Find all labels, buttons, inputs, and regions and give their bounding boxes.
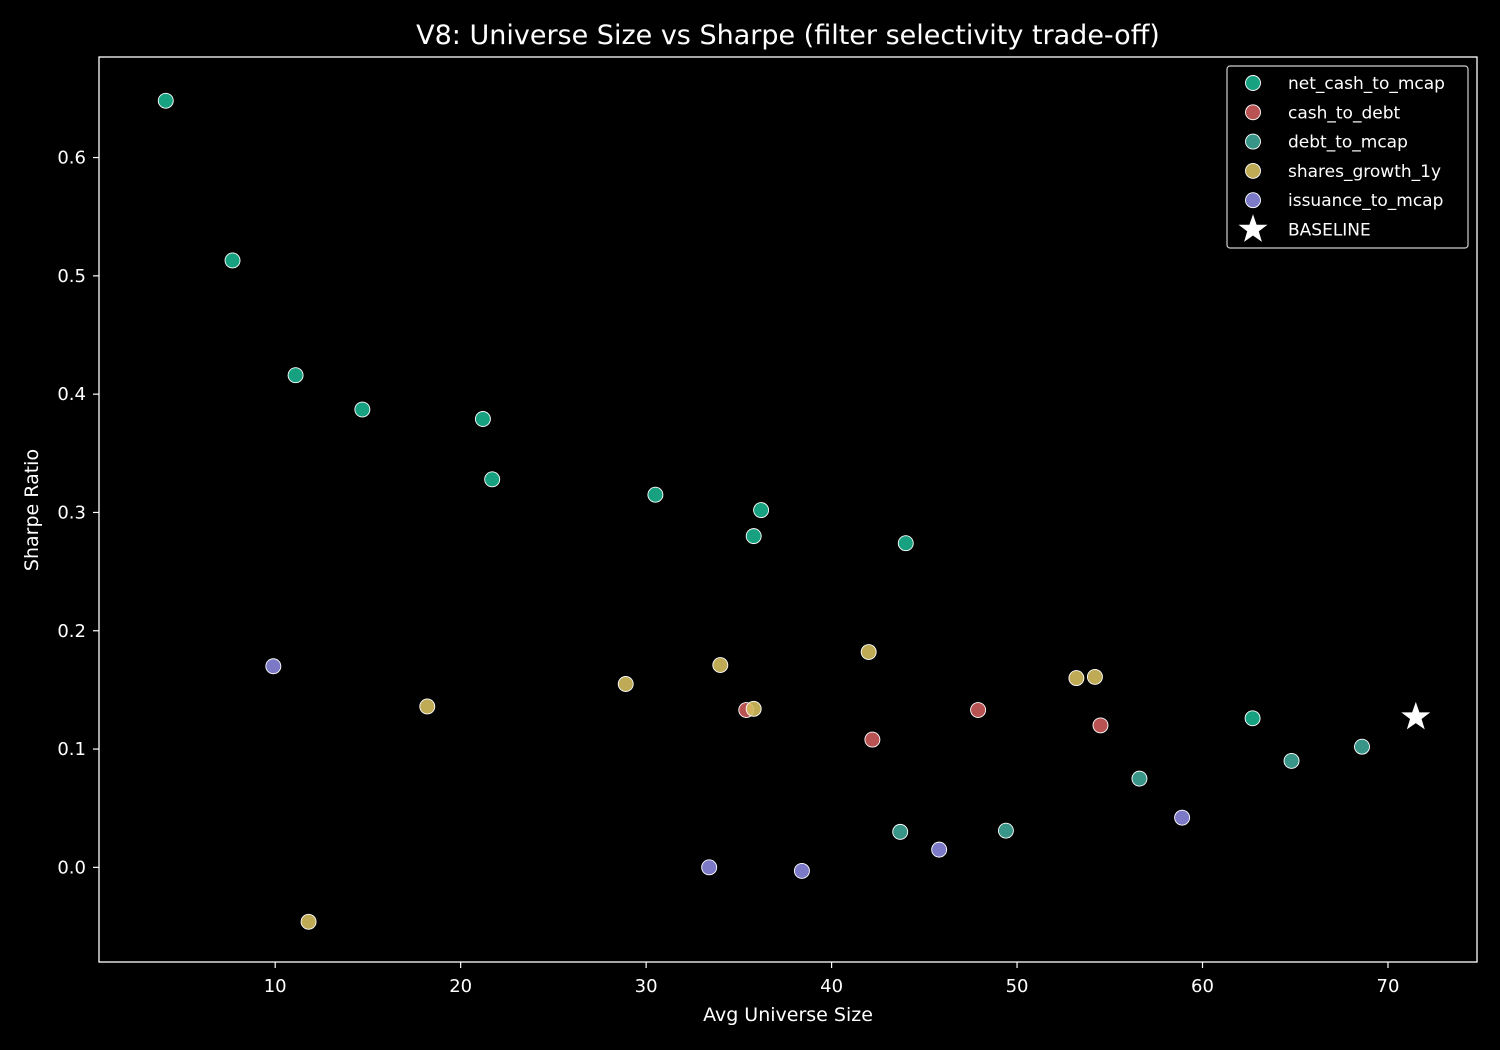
point-shares-growth-1y <box>617 676 634 692</box>
point-shares-growth-1y <box>745 700 762 717</box>
point-issuance-to-mcap <box>931 841 948 858</box>
y-tick-label: 0.0 <box>57 857 86 878</box>
x-tick-label: 20 <box>449 976 472 997</box>
y-tick-label: 0.1 <box>57 739 86 760</box>
legend-label-net-cash-to-mcap: net_cash_to_mcap <box>1288 74 1445 94</box>
legend-label-baseline: BASELINE <box>1288 221 1371 241</box>
legend: net_cash_to_mcap cash_to_debt debt_to_mcap… <box>1226 65 1469 249</box>
legend-label-debt-to-mcap: debt_to_mcap <box>1288 133 1408 153</box>
x-axis-label: Avg Universe Size <box>703 1004 873 1026</box>
point-net-cash-to-mcap <box>287 367 304 384</box>
point-cash-to-debt <box>864 731 881 748</box>
point-shares-growth-1y <box>1086 668 1103 685</box>
point-issuance-to-mcap <box>701 859 718 876</box>
y-tick-label: 0.4 <box>57 384 86 405</box>
x-tick-label: 60 <box>1191 976 1214 997</box>
y-tick-label: 0.5 <box>57 266 86 287</box>
x-tick-label: 50 <box>1006 976 1029 997</box>
x-tick-label: 70 <box>1377 976 1400 997</box>
legend-marker-net-cash-to-mcap <box>1245 75 1261 91</box>
legend-marker-debt-to-mcap <box>1245 133 1261 150</box>
point-shares-growth-1y <box>860 644 877 661</box>
legend-marker-issuance-to-mcap <box>1245 192 1261 209</box>
point-debt-to-mcap <box>997 822 1014 839</box>
point-cash-to-debt <box>970 702 987 718</box>
legend-label-cash-to-debt: cash_to_debt <box>1288 103 1401 123</box>
point-net-cash-to-mcap <box>745 528 762 545</box>
point-net-cash-to-mcap <box>484 471 501 488</box>
point-cash-to-debt <box>1092 717 1109 734</box>
plot-area-frame <box>98 56 1478 963</box>
legend-marker-baseline <box>1238 214 1268 242</box>
point-net-cash-to-mcap <box>897 535 914 552</box>
y-axis-ticks: 0.0 0.1 0.2 0.3 0.4 0.5 0.6 <box>57 148 99 878</box>
point-debt-to-mcap <box>1131 770 1148 787</box>
point-net-cash-to-mcap <box>474 411 491 427</box>
point-shares-growth-1y <box>1068 670 1085 687</box>
point-issuance-to-mcap <box>265 658 282 675</box>
data-points <box>157 92 1431 930</box>
point-baseline <box>1401 701 1431 730</box>
point-net-cash-to-mcap <box>354 401 371 418</box>
chart-title: V8: Universe Size vs Sharpe (filter sele… <box>416 20 1160 51</box>
point-shares-growth-1y <box>419 698 436 715</box>
y-axis-label: Sharpe Ratio <box>21 449 43 571</box>
point-issuance-to-mcap <box>1174 809 1191 826</box>
point-debt-to-mcap <box>1283 752 1300 769</box>
point-net-cash-to-mcap <box>157 92 174 109</box>
point-net-cash-to-mcap <box>753 502 770 519</box>
x-tick-label: 40 <box>820 976 843 997</box>
point-net-cash-to-mcap <box>1244 710 1261 727</box>
y-tick-label: 0.2 <box>57 621 86 642</box>
point-debt-to-mcap <box>1354 738 1370 755</box>
legend-marker-cash-to-debt <box>1245 104 1261 121</box>
point-shares-growth-1y <box>712 657 729 674</box>
y-tick-label: 0.6 <box>57 148 86 169</box>
legend-box <box>1226 65 1469 249</box>
x-axis-ticks: 10 20 30 40 50 60 70 <box>264 962 1400 997</box>
x-tick-label: 30 <box>635 976 658 997</box>
y-tick-label: 0.3 <box>57 502 86 523</box>
legend-marker-shares-growth-1y <box>1245 162 1261 179</box>
point-debt-to-mcap <box>892 823 909 840</box>
legend-label-shares-growth-1y: shares_growth_1y <box>1288 162 1441 182</box>
point-shares-growth-1y <box>300 913 317 930</box>
point-net-cash-to-mcap <box>224 252 241 269</box>
x-tick-label: 10 <box>264 976 287 997</box>
legend-label-issuance-to-mcap: issuance_to_mcap <box>1288 191 1443 211</box>
point-issuance-to-mcap <box>793 862 810 879</box>
point-net-cash-to-mcap <box>647 486 664 503</box>
